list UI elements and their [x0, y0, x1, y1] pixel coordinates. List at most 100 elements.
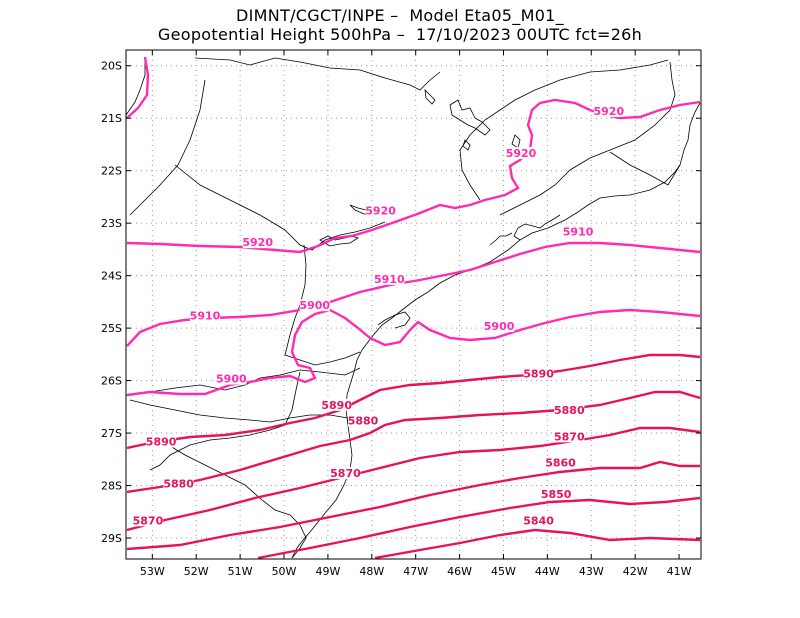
- contour-label-5890: 5890: [146, 436, 177, 449]
- state-border: [125, 57, 146, 116]
- contour-label-background: [190, 309, 221, 322]
- contour-label-5890: 5890: [321, 399, 352, 412]
- contour-label-background: [132, 514, 163, 527]
- national-border: [149, 371, 301, 471]
- contour-5860: [126, 460, 700, 551]
- lon-tick-label: 45W: [491, 565, 516, 578]
- contour-label-5840: 5840: [523, 514, 554, 527]
- lon-tick-label: 50W: [272, 565, 297, 578]
- coastline: [489, 232, 513, 246]
- lat-tick-label: 24S: [101, 270, 122, 283]
- contour-label-background: [330, 467, 361, 480]
- contour-label-background: [146, 435, 177, 448]
- contour-5900: [126, 308, 701, 397]
- lat-tick-label: 23S: [101, 217, 122, 230]
- contour-label-5860: 5860: [545, 457, 576, 470]
- state-border: [609, 151, 681, 186]
- contour-5840: [374, 528, 701, 560]
- contour-label-background: [321, 398, 352, 411]
- contour-label-5870: 5870: [330, 467, 361, 480]
- contour-labels: 5920 5920 5920 5920 5910 5910 5910 5900 5900 5900…: [132, 104, 625, 527]
- contour-label-5910: 5910: [374, 273, 405, 286]
- contour-label-background: [523, 367, 554, 380]
- longitude-ticks: 53W 52W 51W 50W 49W 48W 47W 46W 45W 44W 43W 42W 41W: [140, 50, 692, 578]
- reservoir: [449, 99, 491, 136]
- chart-title-line2: Geopotential Height 500hPa – 17/10/2023 …: [157, 25, 643, 44]
- state-border: [129, 399, 349, 423]
- contour-label-5880: 5880: [163, 478, 194, 491]
- contour-5920: [126, 56, 150, 119]
- contour-label-background: [593, 104, 624, 117]
- contour-label-background: [163, 477, 194, 490]
- contour-label-background: [348, 414, 379, 427]
- contour-label-5880: 5880: [554, 404, 585, 417]
- contour-label-background: [242, 236, 273, 249]
- contour-5910: [126, 241, 701, 347]
- reservoir: [462, 139, 471, 151]
- contour-label-background: [545, 456, 576, 469]
- contour-label-5900: 5900: [216, 373, 247, 386]
- lon-tick-label: 53W: [140, 565, 165, 578]
- lon-tick-label: 49W: [315, 565, 340, 578]
- coastline: [377, 311, 411, 329]
- contour-label-background: [506, 146, 537, 159]
- coastline-and-borders: [125, 57, 701, 559]
- contour-label-background: [554, 430, 585, 443]
- contour-label-5850: 5850: [541, 488, 572, 501]
- state-border: [499, 61, 676, 216]
- lon-tick-label: 44W: [535, 565, 560, 578]
- lat-tick-label: 22S: [101, 165, 122, 178]
- chart-title-line1: DIMNT/CGCT/INPE – Model Eta05_M01_: [236, 6, 564, 25]
- reservoir: [424, 88, 436, 105]
- lon-tick-label: 42W: [623, 565, 648, 578]
- contour-label-5920: 5920: [365, 205, 396, 218]
- lat-tick-label: 28S: [101, 480, 122, 493]
- contour-label-5920: 5920: [242, 236, 273, 249]
- lat-tick-label: 26S: [101, 375, 122, 388]
- contour-label-background: [299, 299, 330, 312]
- map-frame: [125, 49, 702, 560]
- lon-tick-label: 48W: [359, 565, 384, 578]
- contour-label-background: [216, 372, 247, 385]
- contour-label-5880: 5880: [348, 415, 379, 428]
- contour-label-5900: 5900: [299, 299, 330, 312]
- contour-5890: [126, 353, 701, 450]
- contour-label-5910: 5910: [563, 226, 594, 239]
- national-border: [159, 439, 307, 559]
- contour-label-5920: 5920: [594, 105, 625, 118]
- contour-label-5900: 5900: [484, 320, 515, 333]
- lon-tick-label: 46W: [447, 565, 472, 578]
- lat-tick-label: 27S: [101, 427, 122, 440]
- contour-label-5920: 5920: [506, 147, 537, 160]
- state-border: [459, 59, 669, 201]
- contour-label-background: [541, 488, 572, 501]
- reservoir: [319, 235, 359, 247]
- graticule: [126, 50, 701, 559]
- lon-tick-label: 51W: [228, 565, 253, 578]
- state-border: [129, 79, 206, 216]
- contour-label-5910: 5910: [190, 310, 221, 323]
- lon-tick-label: 52W: [184, 565, 209, 578]
- lat-tick-label: 21S: [101, 112, 122, 125]
- lat-tick-label: 20S: [101, 60, 122, 73]
- lat-tick-label: 29S: [101, 532, 122, 545]
- state-border: [284, 244, 361, 366]
- state-border: [194, 57, 441, 91]
- state-border: [174, 164, 386, 251]
- contour-label-5870: 5870: [133, 514, 164, 527]
- coastline: [513, 214, 561, 241]
- contour-label-background: [365, 204, 396, 217]
- latitude-ticks: 20S 21S 22S 23S 24S 25S 26S 27S 28S 29S: [101, 60, 701, 545]
- contour-label-background: [523, 514, 554, 527]
- contour-5850: [257, 496, 701, 560]
- contour-label-background: [374, 272, 405, 285]
- contour-lines: [126, 56, 701, 560]
- contour-5920: [126, 98, 701, 254]
- contour-label-background: [484, 320, 515, 333]
- contour-label-5870: 5870: [554, 430, 585, 443]
- lon-tick-label: 41W: [667, 565, 692, 578]
- lat-tick-label: 25S: [101, 322, 122, 335]
- contour-5880: [126, 390, 701, 494]
- contour-label-background: [563, 225, 594, 238]
